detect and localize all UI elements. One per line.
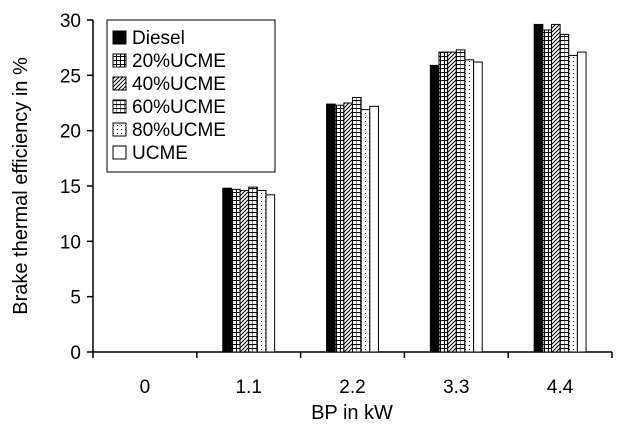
bar-40ucme-3_3 [447,51,457,353]
bar-diesel-1_1 [222,187,232,353]
legend-label: 40%UCME [132,74,226,95]
bar-ucme-3_3 [473,61,483,353]
x-ticks: 0 1.1 2.2 3.3 4.4 [92,352,613,398]
bar-80ucme-1_1 [256,189,267,353]
bar-diesel-2_2 [326,103,336,353]
legend-label: UCME [132,143,188,164]
x-tick-label: 3.3 [443,377,469,398]
x-tick-label: 1.1 [235,377,261,398]
bar-80ucme-3_3 [464,59,475,353]
bar-diesel-3_3 [429,64,440,353]
bar-diesel-4_4 [533,23,544,353]
legend-swatch [112,99,127,114]
x-tick-label: 2.2 [339,377,365,398]
bar-60ucme-4_4 [559,33,570,353]
legend-box [106,19,276,173]
legend-label: 80%UCME [132,120,226,141]
x-tick-label: 4.4 [547,377,574,398]
legend-swatch [112,122,127,137]
bar-60ucme-1_1 [248,186,258,353]
bar-40ucme-4_4 [550,23,561,353]
legend-label: 60%UCME [132,97,226,118]
bar-80ucme-2_2 [360,109,371,353]
bar-20ucme-1_1 [230,188,241,353]
y-tick-label: 20 [60,122,81,143]
x-tick-label: 0 [140,377,151,398]
legend-swatch [112,145,127,160]
legend-swatch [112,53,127,68]
y-ticks: 0 5 10 15 20 25 30 [60,11,93,364]
bar-ucme-4_4 [576,51,587,353]
bar-60ucme-2_2 [352,96,362,353]
bar-60ucme-3_3 [455,49,466,353]
bars [222,23,587,353]
legend-swatch [112,76,127,91]
y-tick-label: 0 [70,343,81,364]
bar-ucme-1_1 [265,194,276,353]
y-tick-label: 15 [60,177,81,198]
y-tick-label: 10 [60,232,81,253]
legend-label: Diesel [132,28,185,49]
bar-80ucme-4_4 [568,54,578,353]
legend-label: 20%UCME [132,51,226,72]
y-tick-label: 30 [60,11,81,32]
bar-20ucme-4_4 [542,29,552,353]
bar-20ucme-3_3 [438,51,449,353]
y-axis-label: Brake thermal efficiency in % [10,57,32,315]
y-tick-label: 25 [60,66,81,87]
bar-40ucme-2_2 [343,102,353,353]
bar-ucme-2_2 [369,105,379,353]
bar-40ucme-1_1 [239,189,250,353]
x-axis-label: BP in kW [311,402,393,424]
y-tick-label: 5 [70,288,81,309]
legend-swatch [112,30,127,45]
bar-20ucme-2_2 [334,104,345,353]
